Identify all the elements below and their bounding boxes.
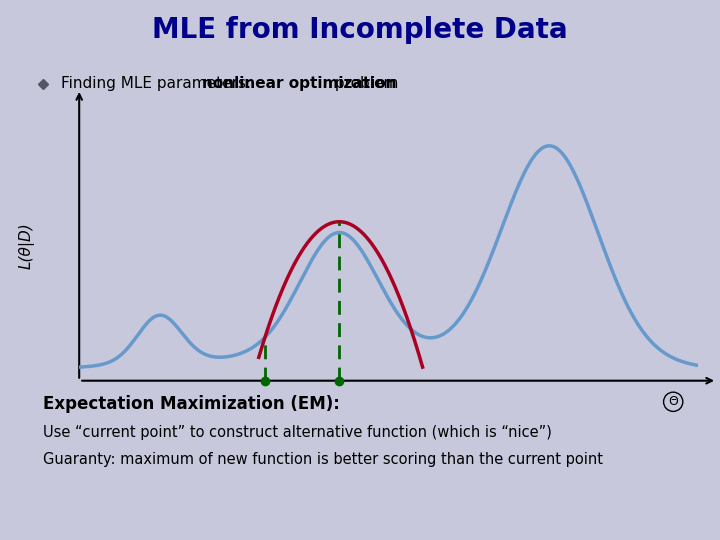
Text: Guaranty: maximum of new function is better scoring than the current point: Guaranty: maximum of new function is bet… (43, 452, 603, 467)
Text: Use “current point” to construct alternative function (which is “nice”): Use “current point” to construct alterna… (43, 425, 552, 440)
Text: MLE from Incomplete Data: MLE from Incomplete Data (152, 16, 568, 44)
Text: Finding MLE parameters:: Finding MLE parameters: (61, 76, 256, 91)
Text: nonlinear optimization: nonlinear optimization (202, 76, 396, 91)
Text: problem: problem (330, 76, 398, 91)
Text: Expectation Maximization (EM):: Expectation Maximization (EM): (43, 395, 340, 413)
Text: Θ: Θ (668, 395, 678, 408)
Text: L(θ|D): L(θ|D) (19, 222, 35, 269)
